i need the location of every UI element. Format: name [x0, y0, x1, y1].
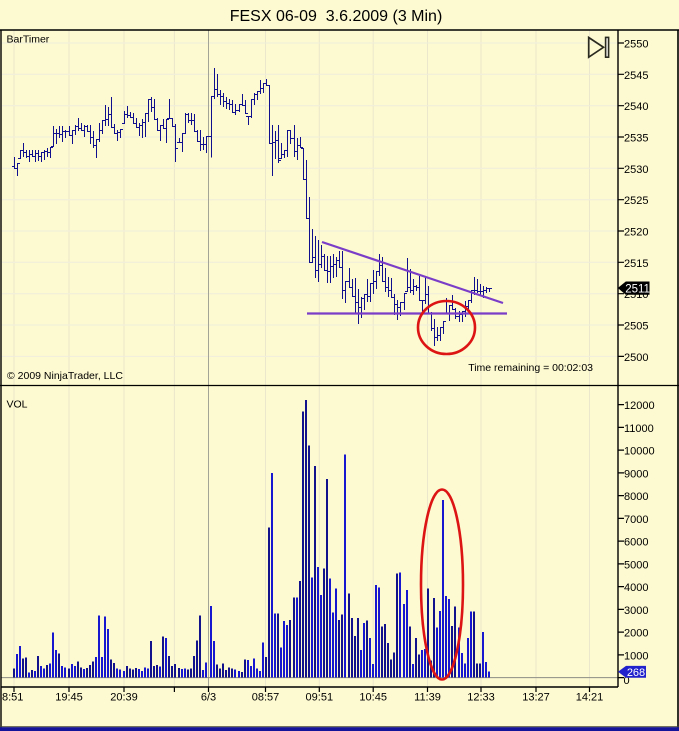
- svg-text:2520: 2520: [624, 227, 648, 239]
- svg-text:2535: 2535: [624, 133, 648, 145]
- svg-text:3000: 3000: [624, 605, 648, 617]
- svg-text:2511: 2511: [625, 283, 650, 295]
- svg-text:5000: 5000: [624, 559, 648, 571]
- svg-text:6000: 6000: [624, 537, 648, 549]
- svg-text:4000: 4000: [624, 582, 648, 594]
- svg-text:Time remaining = 00:02:03: Time remaining = 00:02:03: [468, 362, 593, 374]
- svg-text:12:33: 12:33: [467, 692, 495, 704]
- svg-text:20:39: 20:39: [110, 692, 138, 704]
- svg-text:9000: 9000: [624, 468, 648, 480]
- svg-text:2505: 2505: [624, 321, 648, 333]
- svg-text:11000: 11000: [624, 423, 654, 435]
- svg-text:© 2009 NinjaTrader, LLC: © 2009 NinjaTrader, LLC: [7, 370, 123, 382]
- svg-text:VOL: VOL: [7, 399, 28, 411]
- svg-text:6/3: 6/3: [201, 692, 216, 704]
- svg-text:0: 0: [624, 675, 630, 687]
- svg-text:11:39: 11:39: [414, 692, 441, 704]
- svg-text:2515: 2515: [624, 258, 648, 270]
- svg-text:BarTimer: BarTimer: [7, 34, 50, 46]
- svg-text:FESX 06-09 3.6.2009 (3 Min): FESX 06-09 3.6.2009 (3 Min): [230, 8, 443, 25]
- svg-text:2545: 2545: [624, 70, 648, 82]
- svg-text:8000: 8000: [624, 491, 648, 503]
- svg-text:13:27: 13:27: [522, 692, 550, 704]
- svg-text:7000: 7000: [624, 514, 648, 526]
- svg-text:19:45: 19:45: [55, 692, 83, 704]
- svg-text:268: 268: [627, 667, 645, 679]
- svg-text:08:57: 08:57: [252, 692, 280, 704]
- svg-text:2500: 2500: [624, 352, 648, 364]
- svg-text:1000: 1000: [624, 650, 648, 662]
- svg-text:2550: 2550: [624, 39, 648, 51]
- svg-text:2525: 2525: [624, 195, 648, 207]
- svg-text:10:45: 10:45: [359, 692, 387, 704]
- svg-text:12000: 12000: [624, 400, 655, 412]
- svg-text:2530: 2530: [624, 164, 648, 176]
- svg-text:2540: 2540: [624, 101, 648, 113]
- svg-text:14:21: 14:21: [576, 692, 604, 704]
- svg-text:2000: 2000: [624, 628, 648, 640]
- svg-text:09:51: 09:51: [306, 692, 334, 704]
- svg-text:8:51: 8:51: [2, 692, 23, 704]
- svg-text:10000: 10000: [624, 446, 655, 458]
